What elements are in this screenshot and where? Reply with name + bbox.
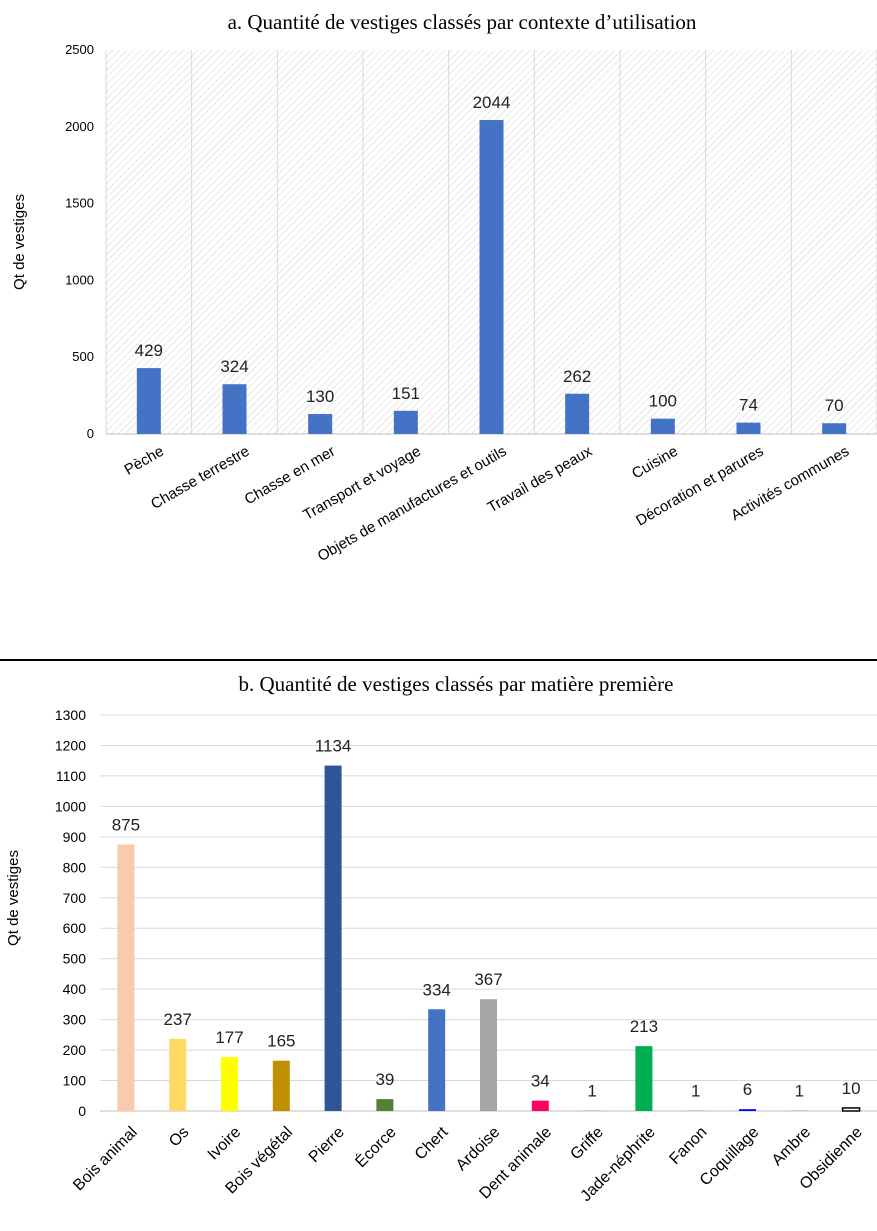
chart-b-bars [117,765,861,1112]
chart-b-x-tick: Écorce [351,1122,400,1171]
chart-a-bar [736,422,761,434]
chart-a-x-tick: Cuisine [629,443,681,483]
chart-b-x-tick: Pierre [306,1124,348,1166]
chart-b-bar [739,1109,756,1111]
chart-a-y-tick: 0 [87,426,94,441]
chart-b-bar [635,1046,653,1111]
chart-b-title: b. Quantité de vestiges classés par mati… [239,672,674,696]
chart-b-y-tick: 800 [63,859,87,875]
chart-b-data-label: 1134 [315,737,352,756]
chart-a-data-labels: 429 324 130 151 2044 262 100 74 70 [135,93,844,415]
chart-b-y-tick: 400 [63,981,87,997]
chart-b-data-label: 875 [112,815,140,834]
chart-b-y-axis-label: Qt de vestiges [5,850,22,946]
chart-b-y-tick: 1300 [55,707,86,723]
chart-a-bar [136,368,161,434]
chart-a-bars [136,120,847,435]
chart-b-y-tick: 900 [63,829,87,845]
chart-a-y-tick: 500 [72,349,94,364]
chart-a-bar [479,120,504,435]
chart-a-data-label: 100 [649,392,677,411]
chart-b-y-tick: 600 [63,920,87,936]
chart-b-bar [117,844,135,1111]
chart-a-y-tick: 2000 [65,119,94,134]
chart-b-y-tick: 200 [63,1042,87,1058]
chart-b-x-tick: Griffe [567,1124,607,1164]
chart-b-data-labels: 875 237 177 165 1134 39 334 367 34 1 213 1 6 1 10 [112,737,861,1101]
chart-b-y-tick: 1000 [55,798,86,814]
chart-a-y-tick: 2500 [65,42,94,57]
chart-a-data-label: 324 [220,357,248,376]
chart-b-bar [480,999,497,1111]
chart-b-data-label: 1 [691,1082,700,1101]
chart-b-y-tick: 1200 [55,737,86,753]
chart-divider [0,659,877,661]
chart-b-y-ticks: 0 100 200 300 400 500 600 700 800 900 1000 1100 1200… [55,707,86,1119]
chart-b-y-tick: 500 [63,951,87,967]
chart-a-bar [308,414,333,434]
chart-b-y-tick: 100 [63,1073,87,1089]
chart-a-y-tick: 1000 [65,272,94,287]
chart-a-y-ticks: 0 500 1000 1500 2000 2500 [65,42,94,441]
chart-b-bar [324,765,342,1111]
chart-b-data-label: 213 [630,1017,658,1036]
chart-a-data-label: 70 [825,396,844,415]
chart-b-bar [272,1060,290,1111]
chart-b-data-label: 6 [743,1080,752,1099]
chart-b-x-tick: Fanon [666,1124,710,1168]
chart-b-data-label: 334 [423,980,451,999]
chart-b-data-label: 177 [215,1028,243,1047]
chart-b-x-tick: Os [166,1124,192,1150]
chart-a-x-tick: Pèche [121,443,166,479]
chart-b-bar [169,1038,187,1111]
chart-a-data-label: 74 [739,396,758,415]
chart-b-data-label: 34 [531,1072,550,1091]
chart-a-data-label: 429 [135,341,163,360]
chart-a: a. Quantité de vestiges classés par cont… [11,10,877,565]
chart-b-y-tick: 1100 [56,768,86,784]
chart-b-data-label: 1 [587,1082,596,1101]
chart-b-bar [376,1099,394,1111]
chart-b-data-label: 237 [164,1010,192,1029]
chart-b-data-label: 165 [267,1032,295,1051]
chart-a-y-axis-label: Qt de vestiges [11,194,28,290]
chart-b-data-label: 10 [842,1079,861,1098]
chart-a-data-label: 262 [563,367,591,386]
chart-b-x-tick: Bois animal [70,1124,141,1195]
chart-b-data-label: 367 [474,970,502,989]
chart-a-bar [393,410,418,434]
chart-b-x-tick: Ivoire [205,1124,245,1164]
chart-b-y-tick: 300 [63,1012,87,1028]
chart-b-bar [841,1107,861,1112]
chart-b-x-tick: Chert [412,1123,452,1163]
chart-a-bar [650,418,675,434]
chart-a-bar [822,423,847,434]
chart-a-y-tick: 1500 [65,196,94,211]
chart-b-data-label: 39 [375,1070,394,1089]
chart-b: b. Quantité de vestiges classés par mati… [5,672,877,1205]
chart-a-data-label: 130 [306,387,334,406]
chart-a-data-label: 2044 [473,93,511,112]
chart-a-data-label: 151 [392,384,420,403]
chart-b-y-tick: 700 [63,890,87,906]
chart-b-bar [428,1009,446,1111]
chart-b-data-label: 1 [795,1082,804,1101]
chart-b-bar [221,1057,238,1111]
chart-b-bar [531,1100,549,1111]
chart-a-bar [222,384,247,434]
chart-a-title: a. Quantité de vestiges classés par cont… [228,10,697,34]
chart-b-x-tick: Ambre [769,1124,814,1169]
chart-b-x-tick: Ardoise [453,1124,503,1174]
chart-a-bar [565,393,590,434]
chart-b-y-tick: 0 [78,1103,86,1119]
